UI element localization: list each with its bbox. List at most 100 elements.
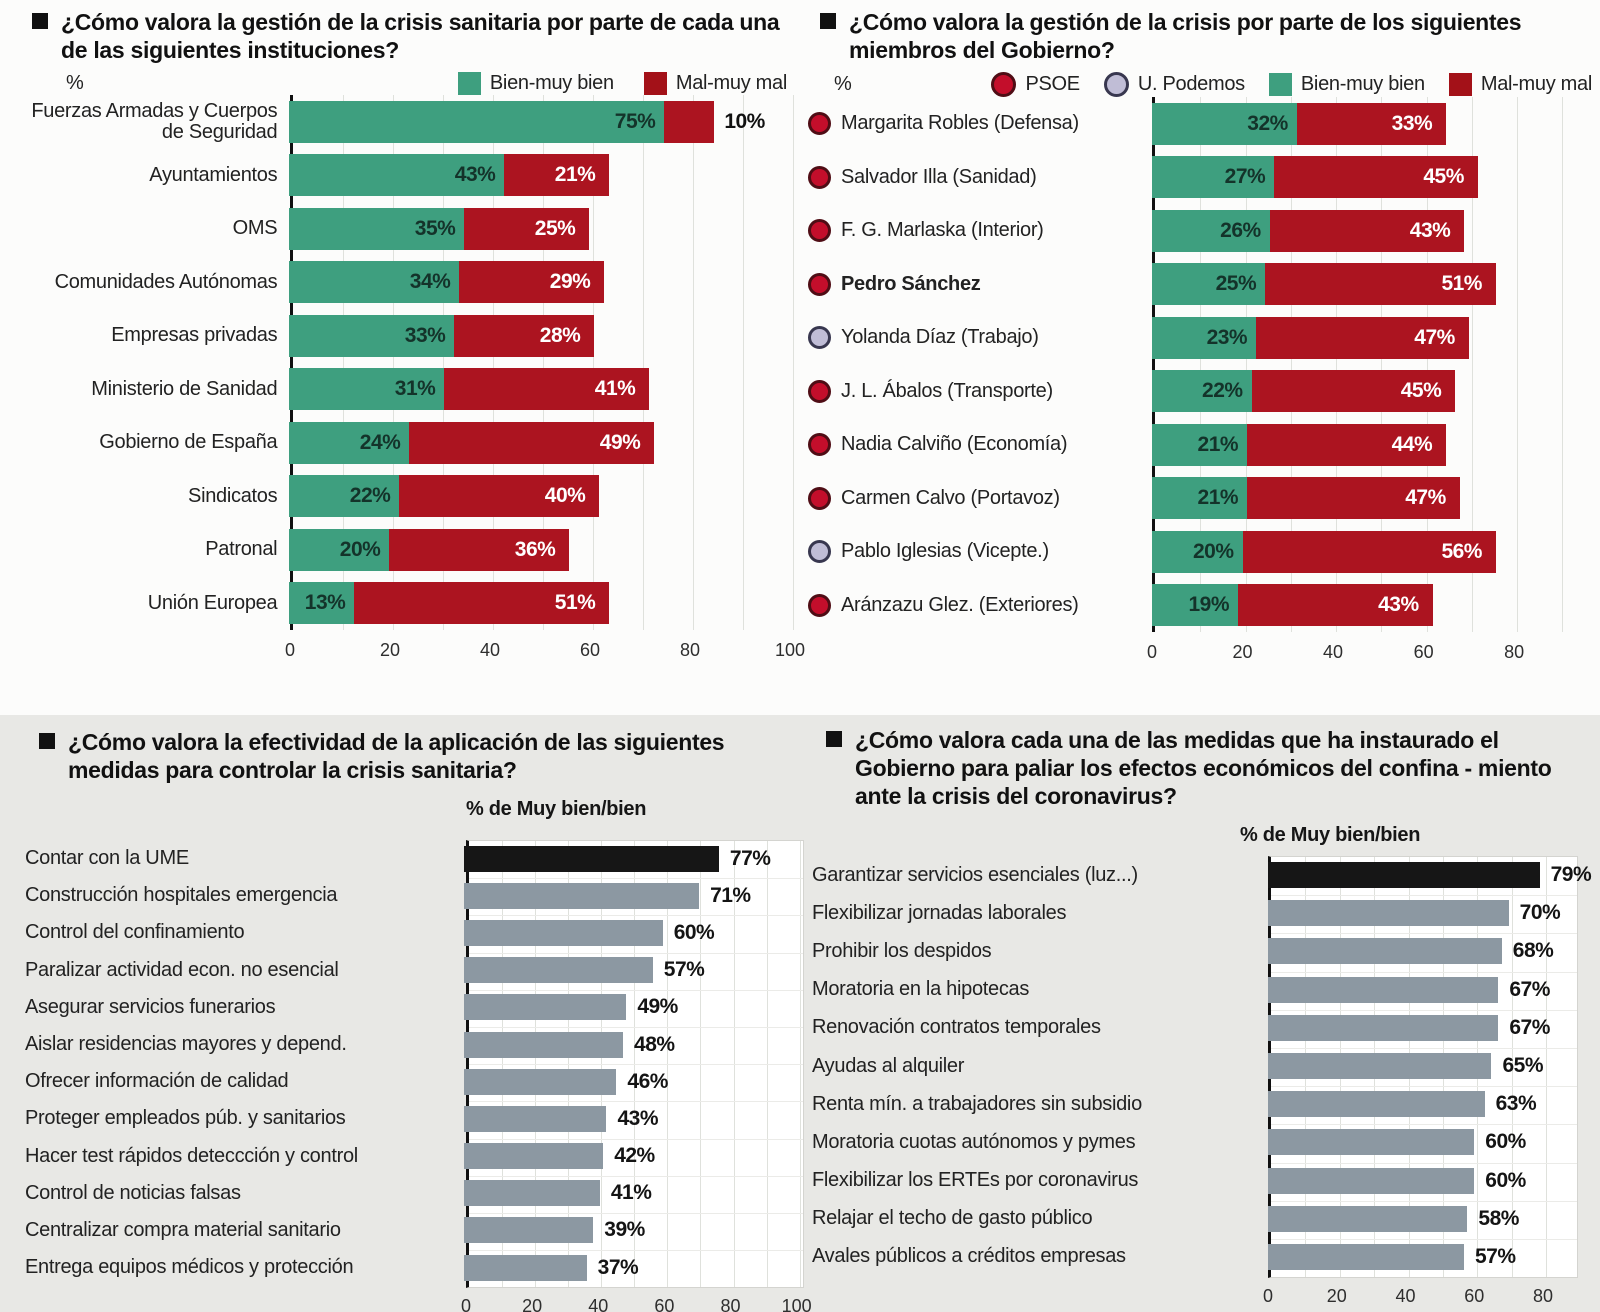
chart-row: Asegurar servicios funerarios 49%: [25, 989, 797, 1026]
row-line: [469, 1101, 803, 1103]
chart-title: ¿Cómo valora la gestión de la crisis por…: [849, 9, 1522, 64]
bar-bien: [1152, 263, 1266, 306]
row-label-cell: Renta mín. a trabajadores sin subsidio: [812, 1093, 1268, 1115]
row-line: [469, 915, 803, 917]
row-label-cell: Centralizar compra material sanitario: [25, 1218, 464, 1241]
row-plot: 34% 29%: [289, 256, 793, 310]
row-plot: 48%: [464, 1026, 797, 1063]
row-plot: 57%: [464, 952, 797, 989]
row-label: Empresas privadas: [111, 324, 278, 347]
row-plot: 63%: [1268, 1085, 1574, 1123]
chart-government-members: ¿Cómo valora la gestión de la crisis por…: [806, 8, 1598, 668]
chart-row: Avales públicos a créditos empresas 57%: [812, 1238, 1598, 1276]
value-label-bien: 33%: [404, 323, 446, 347]
row-label-cell: Control de noticias falsas: [25, 1182, 464, 1204]
row-label: Ofrecer información de calidad: [25, 1070, 289, 1093]
party-dot-icon: [808, 433, 831, 457]
value-label-bien: 31%: [394, 377, 436, 401]
bar: [1268, 1014, 1499, 1041]
value-label-mal: 47%: [1405, 486, 1446, 510]
x-tick-label: 60: [654, 1296, 675, 1312]
value-label-mal: 36%: [514, 537, 556, 561]
row-plot: 20% 36%: [289, 523, 793, 577]
gridline: [1290, 97, 1292, 633]
x-axis: 0 20 40 60 80: [1147, 638, 1582, 668]
chart-body: Contar con la UME 77% Construcción hospita…: [25, 840, 812, 1312]
row-label-cell: Aránzazu Glez. (Exteriores): [806, 593, 1152, 617]
bar-bien: [289, 314, 455, 357]
chart-body: Margarita Robles (Defensa) 32% 33% Salvador…: [806, 97, 1598, 668]
value-label: 79%: [1550, 863, 1592, 887]
legend-item: PSOE: [991, 72, 1080, 98]
chart-title: ¿Cómo valora cada una de las medidas que…: [855, 727, 1552, 810]
value-label-mal: 33%: [1391, 111, 1433, 135]
value-label-mal: 51%: [554, 591, 596, 615]
value-label-bien: 43%: [454, 163, 496, 187]
title-bullet-icon: [820, 13, 836, 29]
row-label-cell: J. L. Ábalos (Transporte): [806, 379, 1152, 403]
value-label-mal: 49%: [599, 430, 641, 454]
gridline: [593, 95, 594, 631]
row-plot: 68%: [1268, 932, 1574, 970]
bar: [464, 845, 719, 872]
x-tick-label: 0: [460, 1296, 472, 1312]
bar-bien: [1152, 423, 1248, 466]
value-label-mal: 40%: [544, 484, 586, 508]
bar: [464, 994, 627, 1021]
bar-bien: [289, 100, 665, 143]
title-bullet-icon: [826, 731, 842, 747]
bar: [1268, 862, 1540, 889]
row-label: OMS: [232, 217, 278, 240]
row-label-cell: Relajar el techo de gasto público: [812, 1208, 1268, 1229]
legend-swatch-icon: [643, 72, 667, 96]
row-label-cell: Aislar residencias mayores y depend.: [25, 1034, 464, 1055]
row-label-cell: OMS: [18, 218, 289, 239]
bar-mal: [664, 100, 715, 143]
row-line: [1271, 1200, 1577, 1202]
row-label: Prohibir los despidos: [812, 939, 992, 962]
legend-label: Mal-muy mal: [1480, 73, 1592, 96]
row-label-cell: Pedro Sánchez: [806, 272, 1152, 296]
bar-bien: [1152, 370, 1252, 413]
row-line: [469, 1250, 803, 1252]
bar-mal: [1296, 102, 1447, 145]
row-plot: 70%: [1268, 894, 1574, 932]
value-label: 37%: [597, 1255, 639, 1279]
row-plot: 19% 43%: [1152, 579, 1582, 633]
legend-swatch-icon: [1448, 73, 1472, 97]
chart-rows: Fuerzas Armadas y Cuerpos de Seguridad 75…: [18, 95, 794, 631]
bar: [464, 1031, 624, 1058]
x-tick-label: 20: [379, 640, 401, 661]
row-label-cell: Nadia Calviño (Economía): [806, 433, 1152, 457]
x-tick-label: 40: [1323, 642, 1344, 663]
chart-title: ¿Cómo valora la gestión de la crisis san…: [61, 9, 780, 64]
gridline: [543, 95, 544, 631]
x-tick-label: 80: [720, 1296, 741, 1312]
value-label-bien: 22%: [1202, 379, 1243, 403]
bar-mal: [1247, 477, 1460, 520]
value-label-bien: 75%: [614, 109, 656, 133]
legend-label: Bien-muy bien: [489, 72, 614, 95]
plot-area: [1152, 97, 1585, 633]
legend-item: U. Podemos: [1103, 72, 1245, 98]
value-label: 60%: [1485, 1168, 1526, 1192]
bar: [464, 1105, 607, 1132]
row-label: Pablo Iglesias (Vicepte.): [841, 540, 1049, 563]
row-plot: 77%: [464, 840, 797, 877]
gridline: [393, 95, 394, 631]
party-dot-icon: [991, 72, 1017, 98]
row-label: Paralizar actividad econ. no esencial: [25, 958, 339, 981]
row-label: Moratoria en la hipotecas: [812, 978, 1030, 1001]
bar-mal: [459, 261, 605, 304]
chart-header: ¿Cómo valora cada una de las medidas que…: [812, 726, 1598, 856]
value-label-bien: 21%: [1197, 486, 1239, 510]
bar-bien: [289, 154, 505, 197]
row-label-cell: Renovación contratos temporales: [812, 1017, 1268, 1038]
row-label: Centralizar compra material sanitario: [25, 1218, 341, 1241]
value-label: 67%: [1509, 1015, 1550, 1039]
bar-mal: [399, 475, 600, 518]
chart-header: % PSOE U. Podemos Bien-muy bien Mal-muy mal: [806, 72, 1598, 98]
x-tick-label: 0: [284, 640, 296, 661]
row-label: J. L. Ábalos (Transporte): [841, 379, 1053, 402]
